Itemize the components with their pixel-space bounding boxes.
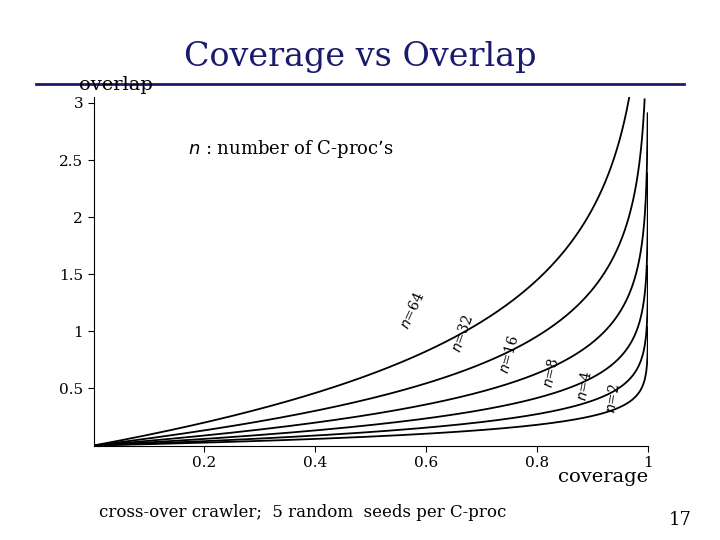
Text: coverage: coverage: [558, 468, 648, 486]
Text: Coverage vs Overlap: Coverage vs Overlap: [184, 40, 536, 73]
Text: $n$=32: $n$=32: [449, 313, 476, 354]
Text: $n$ : number of C-proc’s: $n$ : number of C-proc’s: [188, 138, 394, 160]
Text: cross-over crawler;  5 random  seeds per C-proc: cross-over crawler; 5 random seeds per C…: [99, 504, 506, 521]
Text: $n$=8: $n$=8: [540, 356, 562, 389]
Text: $n$=16: $n$=16: [497, 333, 522, 375]
Text: $n$=2: $n$=2: [603, 383, 623, 415]
Text: overlap: overlap: [79, 77, 153, 94]
Text: $n$=64: $n$=64: [397, 289, 428, 332]
Text: $n$=4: $n$=4: [574, 370, 595, 403]
Text: 17: 17: [668, 511, 691, 529]
